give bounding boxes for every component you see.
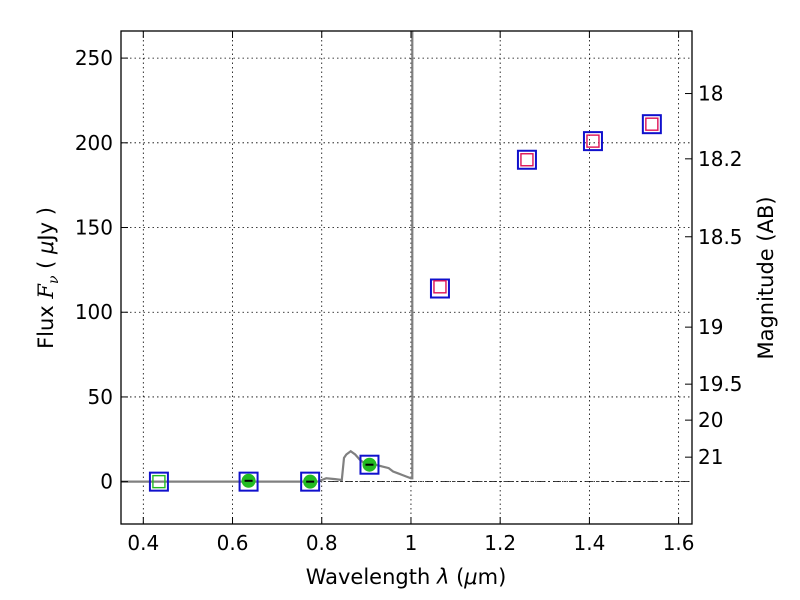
- y-tick-label-2: 100: [75, 300, 113, 324]
- x-tick-label-1: 0.6: [217, 531, 249, 555]
- model-flux-point-5: [516, 149, 537, 170]
- y2-tick-label-6: 21: [698, 445, 723, 469]
- model-flux-point-7: [641, 114, 662, 135]
- y2-tick-label-1: 18.2: [698, 147, 743, 171]
- y-tick-label-4: 200: [75, 131, 113, 155]
- observed-flux-point-2: [586, 134, 600, 148]
- y-tick-label-0: 0: [100, 470, 113, 494]
- observed-flux-point-3: [645, 117, 659, 131]
- model-flux-point-4: [429, 278, 450, 299]
- y-tick-label-3: 150: [75, 216, 113, 240]
- model-flux-point-0: [148, 471, 169, 492]
- x-tick-label-6: 1.6: [663, 531, 695, 555]
- model-flux-point-2: [300, 471, 321, 492]
- upper-limit-point-0: [152, 474, 166, 489]
- y2-tick-label-0: 18: [698, 82, 723, 106]
- x-tick-label-2: 0.8: [306, 531, 338, 555]
- x-tick-label-3: 1: [405, 531, 418, 555]
- x-tick-label-5: 1.4: [573, 531, 605, 555]
- plot-content: [121, 31, 662, 492]
- model-flux-point-3: [359, 454, 380, 475]
- y2-tick-label-5: 20: [698, 408, 723, 432]
- model-flux-point-6: [582, 131, 603, 152]
- y2-tick-label-4: 19.5: [698, 372, 743, 396]
- y2-tick-label-3: 19: [698, 315, 723, 339]
- plot-frame: [120, 30, 693, 525]
- x-axis-label: Wavelength λ (μm): [306, 565, 507, 589]
- template-spectrum-line: [121, 31, 414, 483]
- grid-lines: [121, 31, 692, 524]
- y2-axis-label: Magnitude (AB): [754, 196, 778, 359]
- observed-flux-point-0: [433, 280, 447, 294]
- x-tick-label-4: 1.2: [484, 531, 516, 555]
- observed-flux-point-1: [520, 153, 534, 167]
- y2-tick-label-2: 18.5: [698, 225, 743, 249]
- y-axis-label: Flux Fν ( μJy ): [34, 207, 62, 349]
- y-tick-label-5: 250: [75, 46, 113, 70]
- model-flux-point-1: [238, 471, 259, 492]
- x-tick-label-0: 0.4: [127, 531, 159, 555]
- axis-ticks: 0.4 0.6 0.8 1 1.2 1.4 1.6 0 50 100 150 200 250 18 18.2…: [75, 31, 743, 555]
- y-tick-label-1: 50: [88, 385, 113, 409]
